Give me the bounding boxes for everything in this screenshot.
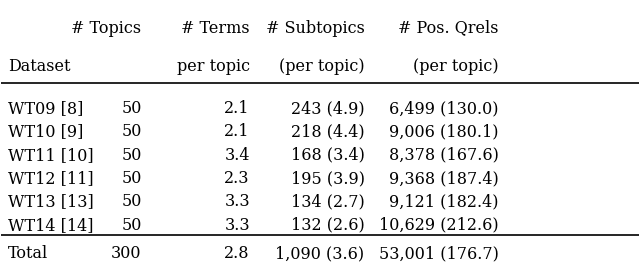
Text: # Subtopics: # Subtopics [266,19,365,37]
Text: (per topic): (per topic) [413,58,499,76]
Text: 50: 50 [121,147,141,164]
Text: # Terms: # Terms [181,19,250,37]
Text: 2.3: 2.3 [225,170,250,187]
Text: WT12 [11]: WT12 [11] [8,170,93,187]
Text: 300: 300 [111,245,141,262]
Text: 50: 50 [121,217,141,234]
Text: (per topic): (per topic) [279,58,365,76]
Text: 9,006 (180.1): 9,006 (180.1) [389,123,499,140]
Text: 132 (2.6): 132 (2.6) [291,217,365,234]
Text: 50: 50 [121,194,141,210]
Text: 6,499 (130.0): 6,499 (130.0) [389,100,499,117]
Text: 2.8: 2.8 [225,245,250,262]
Text: WT14 [14]: WT14 [14] [8,217,93,234]
Text: 2.1: 2.1 [225,123,250,140]
Text: 3.4: 3.4 [225,147,250,164]
Text: 3.3: 3.3 [224,217,250,234]
Text: 1,090 (3.6): 1,090 (3.6) [275,245,365,262]
Text: Dataset: Dataset [8,58,70,76]
Text: 10,629 (212.6): 10,629 (212.6) [379,217,499,234]
Text: per topic: per topic [177,58,250,76]
Text: 50: 50 [121,100,141,117]
Text: Total: Total [8,245,48,262]
Text: # Topics: # Topics [72,19,141,37]
Text: 195 (3.9): 195 (3.9) [291,170,365,187]
Text: 2.1: 2.1 [225,100,250,117]
Text: WT13 [13]: WT13 [13] [8,194,93,210]
Text: 9,368 (187.4): 9,368 (187.4) [388,170,499,187]
Text: 8,378 (167.6): 8,378 (167.6) [388,147,499,164]
Text: 50: 50 [121,123,141,140]
Text: WT09 [8]: WT09 [8] [8,100,83,117]
Text: 218 (4.4): 218 (4.4) [291,123,365,140]
Text: 134 (2.7): 134 (2.7) [291,194,365,210]
Text: WT11 [10]: WT11 [10] [8,147,93,164]
Text: 9,121 (182.4): 9,121 (182.4) [389,194,499,210]
Text: 168 (3.4): 168 (3.4) [291,147,365,164]
Text: 3.3: 3.3 [224,194,250,210]
Text: 243 (4.9): 243 (4.9) [291,100,365,117]
Text: 53,001 (176.7): 53,001 (176.7) [378,245,499,262]
Text: 50: 50 [121,170,141,187]
Text: WT10 [9]: WT10 [9] [8,123,83,140]
Text: # Pos. Qrels: # Pos. Qrels [398,19,499,37]
